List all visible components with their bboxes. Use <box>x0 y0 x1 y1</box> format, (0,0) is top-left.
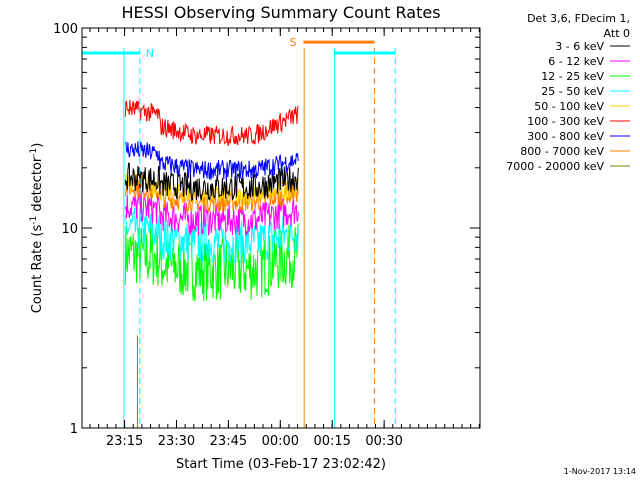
legend-header-line1: Det 3,6, FDecim 1, <box>527 12 630 25</box>
flag-label: S <box>289 36 296 49</box>
marker-layer <box>123 48 396 428</box>
x-tick-label: 00:15 <box>313 434 350 449</box>
legend-label: 3 - 6 keV <box>555 40 604 53</box>
legend-label: 7000 - 20000 keV <box>506 160 604 173</box>
legend-label: 12 - 25 keV <box>541 70 604 83</box>
y-axis-label-end: ) <box>30 143 45 148</box>
series-line <box>125 141 299 180</box>
series-line <box>124 223 299 302</box>
legend-header-line2: Att 0 <box>604 27 630 40</box>
x-tick-label: 23:15 <box>106 434 143 449</box>
legend-label: 100 - 300 keV <box>527 115 604 128</box>
legend-label: 25 - 50 keV <box>541 85 604 98</box>
series-line <box>124 162 299 203</box>
series-line <box>124 99 299 147</box>
series-line <box>124 191 299 236</box>
legend-label: 800 - 7000 keV <box>520 145 604 158</box>
tick-layer: 23:15 23:30 23:45 00:00 00:15 00:30 1 10 100 <box>53 22 480 449</box>
legend-label: 300 - 800 keV <box>527 130 604 143</box>
y-axis-label-sup1: -1 <box>29 216 39 225</box>
chart-title: HESSI Observing Summary Count Rates <box>121 3 440 22</box>
series-layer <box>124 99 299 428</box>
footer-timestamp: 1-Nov-2017 13:14 <box>564 467 636 476</box>
x-tick-label: 23:45 <box>210 434 247 449</box>
y-axis-label: Count Rate (s-1 detector-1) <box>29 143 45 314</box>
y-tick-label: 100 <box>53 22 78 37</box>
x-axis-label: Start Time (03-Feb-17 23:02:42) <box>176 457 386 472</box>
y-tick-label: 10 <box>61 222 78 237</box>
legend-label: 6 - 12 keV <box>548 55 604 68</box>
x-tick-label: 00:30 <box>365 434 402 449</box>
y-axis-label-sup2: -1 <box>29 148 39 157</box>
flag-label: N <box>146 47 154 60</box>
legend-label: 50 - 100 keV <box>534 100 604 113</box>
y-axis-label-main: Count Rate (s <box>30 225 45 314</box>
flag-layer: NS <box>82 36 396 60</box>
y-tick-label: 1 <box>70 422 78 437</box>
legend: 3 - 6 keV 6 - 12 keV 12 - 25 keV 25 - 50 ke… <box>506 40 630 173</box>
x-tick-label: 23:30 <box>158 434 195 449</box>
y-axis-label-mid: detector <box>30 156 45 216</box>
x-tick-label: 00:00 <box>262 434 299 449</box>
series-line <box>124 207 299 265</box>
